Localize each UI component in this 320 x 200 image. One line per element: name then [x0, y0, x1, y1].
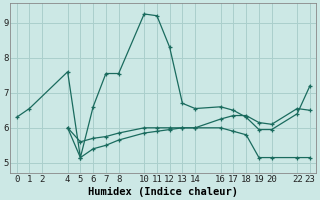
X-axis label: Humidex (Indice chaleur): Humidex (Indice chaleur)	[88, 186, 238, 197]
